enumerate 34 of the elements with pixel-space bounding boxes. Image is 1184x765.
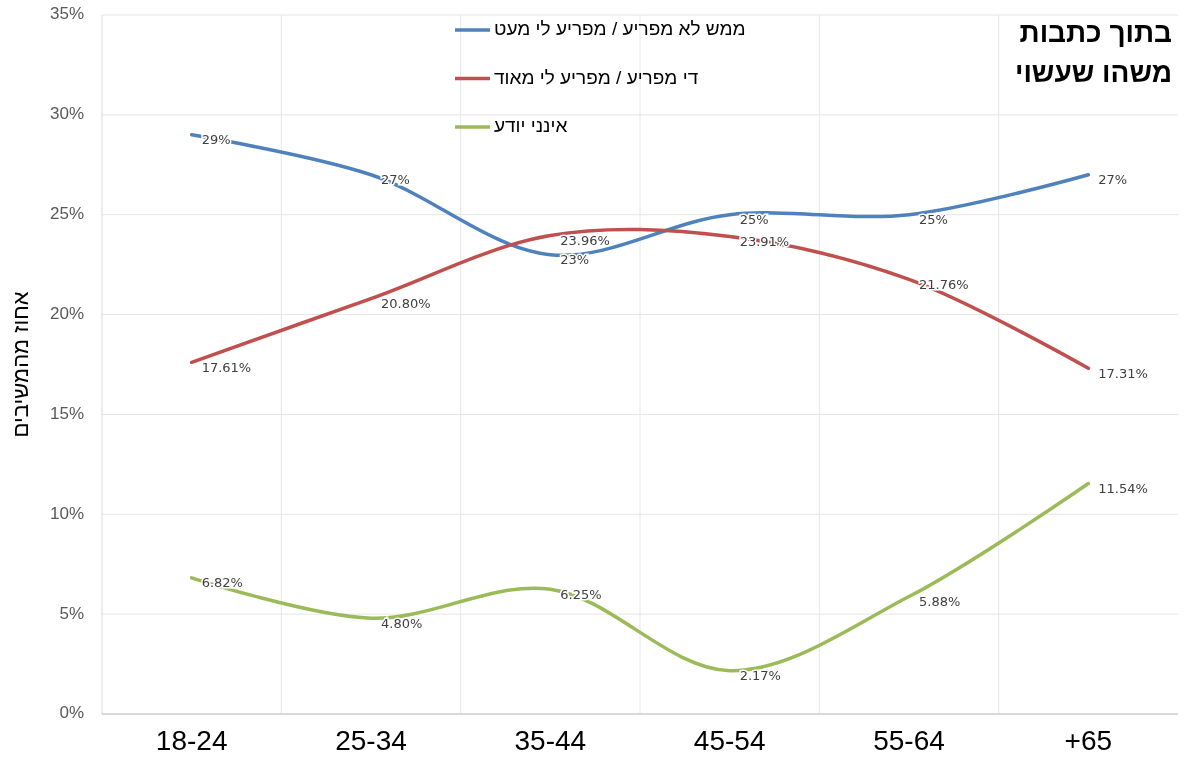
x-tick-label: +65 [1064, 725, 1113, 756]
y-axis-title: אחוז מהמשיבים [8, 291, 33, 438]
y-tick-label: 0% [59, 703, 84, 723]
x-tick-label: 35-44 [514, 725, 587, 756]
data-label: 11.54% [1098, 481, 1148, 497]
data-label: 23% [560, 252, 590, 268]
y-tick-label: 5% [59, 603, 84, 623]
data-label: 25% [739, 212, 769, 228]
data-label: 27% [1098, 172, 1128, 188]
data-label: 2.17% [739, 668, 781, 684]
x-tick-label: 18-24 [155, 725, 228, 756]
data-label: 20.80% [381, 296, 431, 312]
x-tick-label: 55-64 [873, 725, 945, 756]
data-label: 17.61% [201, 359, 252, 375]
y-tick-label: 25% [49, 204, 84, 224]
legend-label: די מפריע / מפריע לי מאוד [494, 66, 699, 88]
legend-label: אינני יודע [494, 115, 568, 137]
line-series [189, 133, 1091, 257]
line-series [189, 481, 1091, 673]
data-label: 17.31% [1098, 365, 1148, 381]
x-tick-label: 25-34 [335, 725, 407, 756]
y-tick-label: 10% [49, 503, 84, 523]
data-label: 5.88% [919, 594, 961, 610]
y-tick-label: 15% [49, 403, 84, 423]
data-label: 4.80% [381, 615, 423, 631]
y-tick-label: 20% [49, 304, 84, 324]
data-label: 25% [919, 212, 948, 228]
y-tick-label: 35% [49, 4, 84, 24]
y-tick-label: 30% [49, 104, 84, 124]
data-label: 21.76% [919, 276, 969, 292]
legend-label: ממש לא מפריע / מפריע לי מעט [494, 18, 746, 40]
text: בתוך כתבות משהו שעשוי [1014, 17, 1172, 88]
x-tick-label: 45-54 [693, 725, 766, 756]
data-label: 23.96% [560, 232, 610, 248]
